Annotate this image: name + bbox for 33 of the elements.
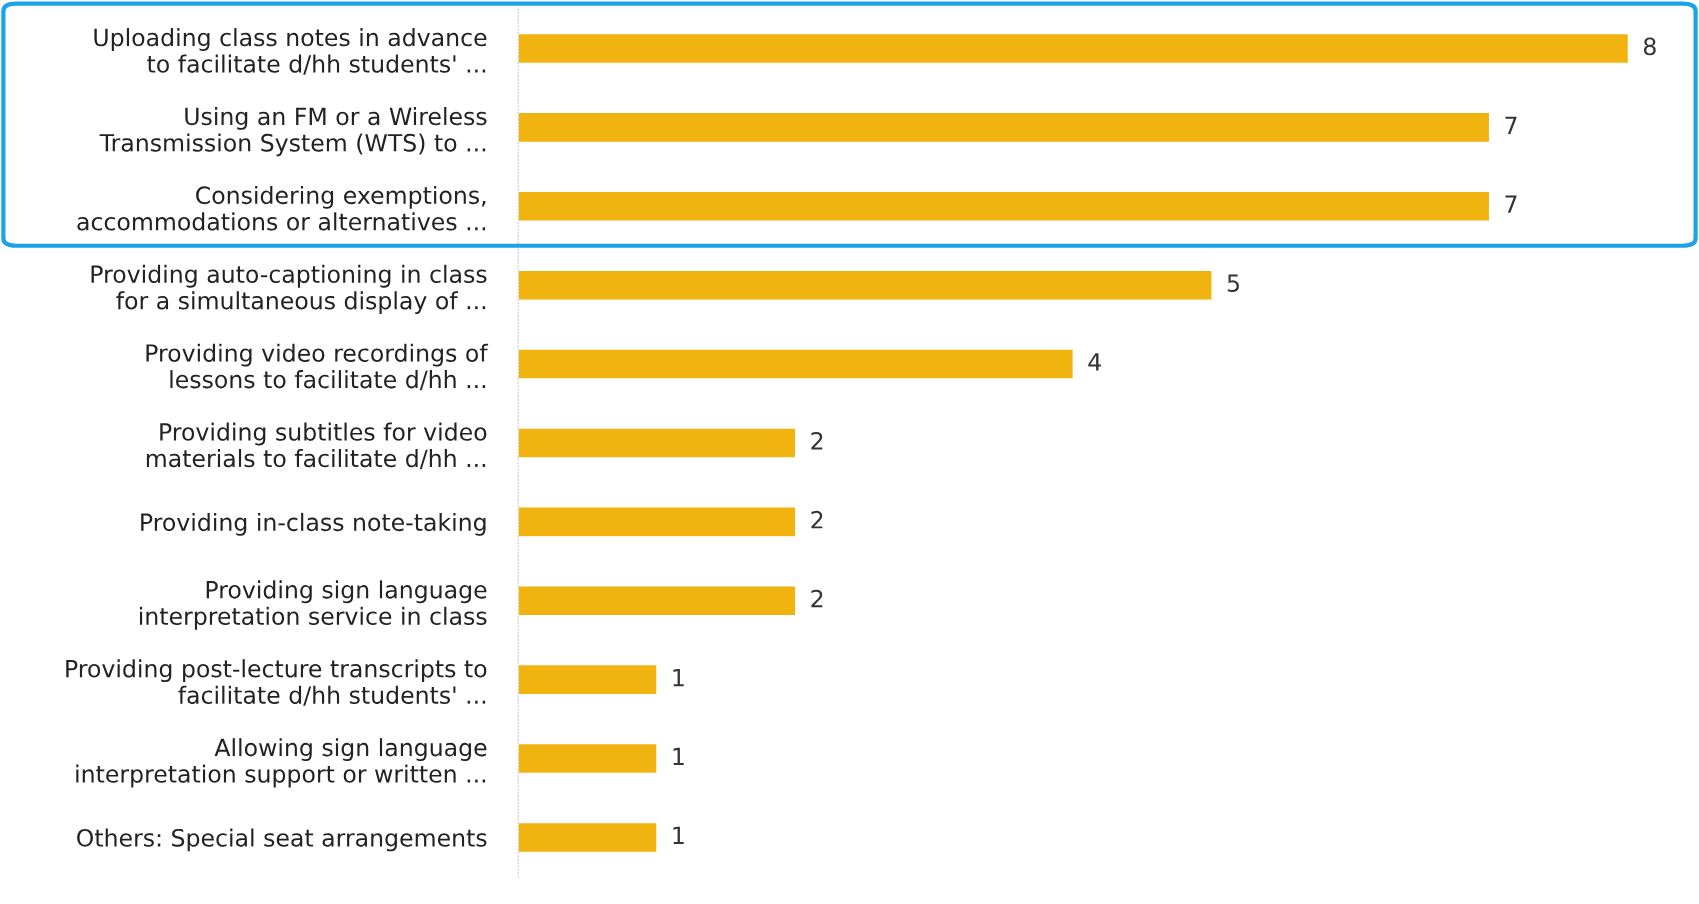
data-label: 2 bbox=[811, 589, 823, 608]
bar bbox=[518, 269, 1213, 301]
y-tick-label: Providing in-class note-taking bbox=[141, 512, 486, 536]
data-label: 5 bbox=[1227, 274, 1239, 293]
data-label: 1 bbox=[673, 668, 684, 687]
data-label: 1 bbox=[673, 747, 684, 766]
y-tick-label: Allowing sign language interpretation support or written ... bbox=[76, 738, 487, 788]
bar bbox=[518, 190, 1491, 222]
y-tick-label: Considering exemptions, accommodations or alternatives ... bbox=[77, 185, 486, 231]
bar bbox=[518, 111, 1491, 144]
bar bbox=[518, 663, 658, 696]
y-tick-label: Others: Special seat arrangements bbox=[77, 828, 487, 852]
data-label: 7 bbox=[1505, 195, 1517, 213]
bar bbox=[518, 585, 797, 617]
data-label: 2 bbox=[811, 510, 823, 529]
data-label: 8 bbox=[1643, 37, 1656, 56]
data-label: 2 bbox=[811, 431, 823, 450]
y-tick-label: Providing auto-captioning in class for a simultaneous display of ... bbox=[91, 264, 487, 315]
bar bbox=[518, 742, 658, 775]
data-label: 7 bbox=[1505, 116, 1517, 134]
bar bbox=[518, 427, 797, 459]
bar bbox=[518, 506, 797, 538]
y-tick-label: Uploading class notes in advance to facilitate d/hh students' ... bbox=[94, 28, 487, 75]
data-label: 1 bbox=[673, 826, 684, 844]
bar bbox=[518, 32, 1630, 65]
data-label: 4 bbox=[1088, 353, 1101, 371]
y-tick-label: Using an FM or a Wireless Transmission System (WTS) to ... bbox=[99, 106, 487, 157]
bar bbox=[518, 348, 1075, 380]
y-tick-label: Providing video recordings of lessons to facilitate d/hh ... bbox=[146, 343, 489, 391]
y-tick-label: Providing sign language interpretation service in class bbox=[139, 580, 487, 630]
y-tick-label: Providing subtitles for video materials to facilitate d/hh ... bbox=[146, 422, 487, 470]
bar bbox=[518, 821, 658, 854]
y-tick-label: Providing post-lecture transcripts to facilitate d/hh students' ... bbox=[66, 659, 487, 706]
